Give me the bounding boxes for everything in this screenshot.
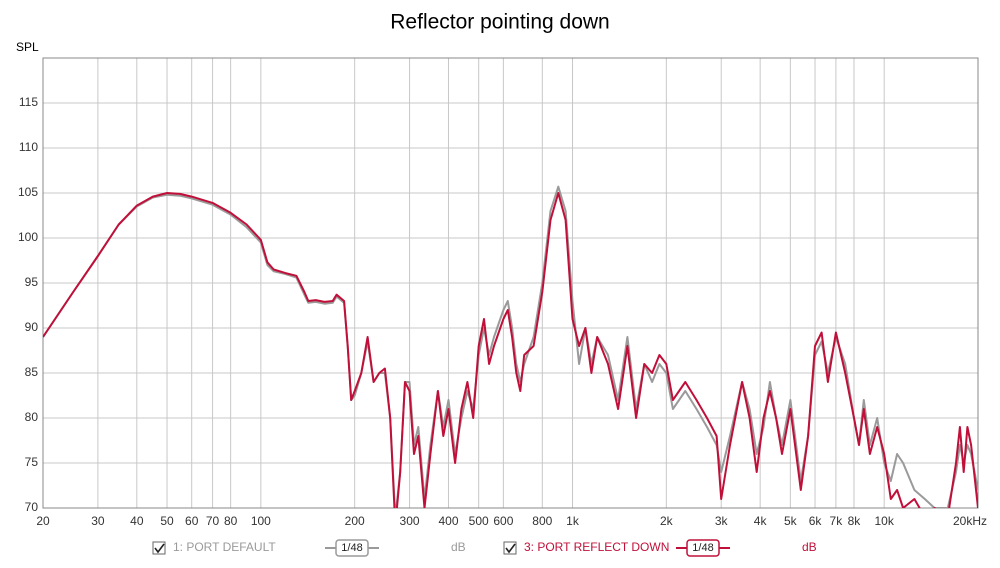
- legend-label: 3: PORT REFLECT DOWN: [524, 540, 669, 554]
- y-tick-label: 75: [25, 455, 39, 469]
- x-tick-label: 60: [185, 514, 199, 528]
- y-axis-label: SPL: [16, 40, 39, 54]
- unit-label: dB: [451, 540, 466, 554]
- x-tick-label: 5k: [784, 514, 798, 528]
- x-tick-label: 30: [91, 514, 105, 528]
- unit-label: dB: [802, 540, 817, 554]
- y-tick-label: 115: [19, 95, 38, 109]
- x-tick-label: 200: [345, 514, 365, 528]
- y-tick-label: 95: [25, 275, 39, 289]
- x-tick-label: 800: [532, 514, 552, 528]
- x-tick-label: 70: [206, 514, 220, 528]
- y-tick-label: 70: [25, 500, 39, 514]
- y-tick-label: 85: [25, 365, 39, 379]
- x-tick-label: 6k: [809, 514, 823, 528]
- smoothing-label: 1/48: [692, 542, 713, 554]
- x-tick-label: 50: [160, 514, 174, 528]
- x-tick-label: 80: [224, 514, 238, 528]
- x-tick-label: 600: [493, 514, 513, 528]
- x-tick-label: 7k: [830, 514, 844, 528]
- x-tick-label: 3k: [715, 514, 729, 528]
- x-tick-label: 300: [400, 514, 420, 528]
- legend-checkbox[interactable]: [152, 541, 166, 555]
- smoothing-box[interactable]: [335, 539, 369, 557]
- x-tick-label: 2k: [660, 514, 674, 528]
- x-tick-label: 8k: [848, 514, 862, 528]
- checkmark: [154, 543, 165, 554]
- y-tick-label: 110: [19, 140, 38, 154]
- plot-frame: [42, 57, 979, 509]
- legend-checkbox[interactable]: [503, 541, 517, 555]
- series-line: [43, 192, 978, 508]
- smoothing-label: 1/48: [341, 542, 362, 554]
- y-tick-label: 90: [25, 320, 39, 334]
- y-tick-label: 100: [18, 230, 38, 244]
- x-tick-label: 4k: [754, 514, 768, 528]
- y-tick-label: 80: [25, 410, 39, 424]
- chart-title: Reflector pointing down: [390, 11, 609, 34]
- x-tick-label: 10k: [874, 514, 894, 528]
- x-tick-label: 500: [469, 514, 489, 528]
- legend-label: 1: PORT DEFAULT: [173, 540, 276, 554]
- checkmark: [505, 543, 516, 554]
- x-tick-label: 40: [130, 514, 144, 528]
- x-tick-label: 20: [36, 514, 50, 528]
- x-tick-label: 100: [251, 514, 271, 528]
- x-tick-label: 1k: [566, 514, 580, 528]
- smoothing-box[interactable]: [686, 539, 720, 557]
- y-tick-label: 105: [18, 185, 38, 199]
- series-line: [43, 185, 978, 508]
- x-tick-label: 400: [438, 514, 458, 528]
- x-tick-label: 20kHz: [953, 514, 987, 528]
